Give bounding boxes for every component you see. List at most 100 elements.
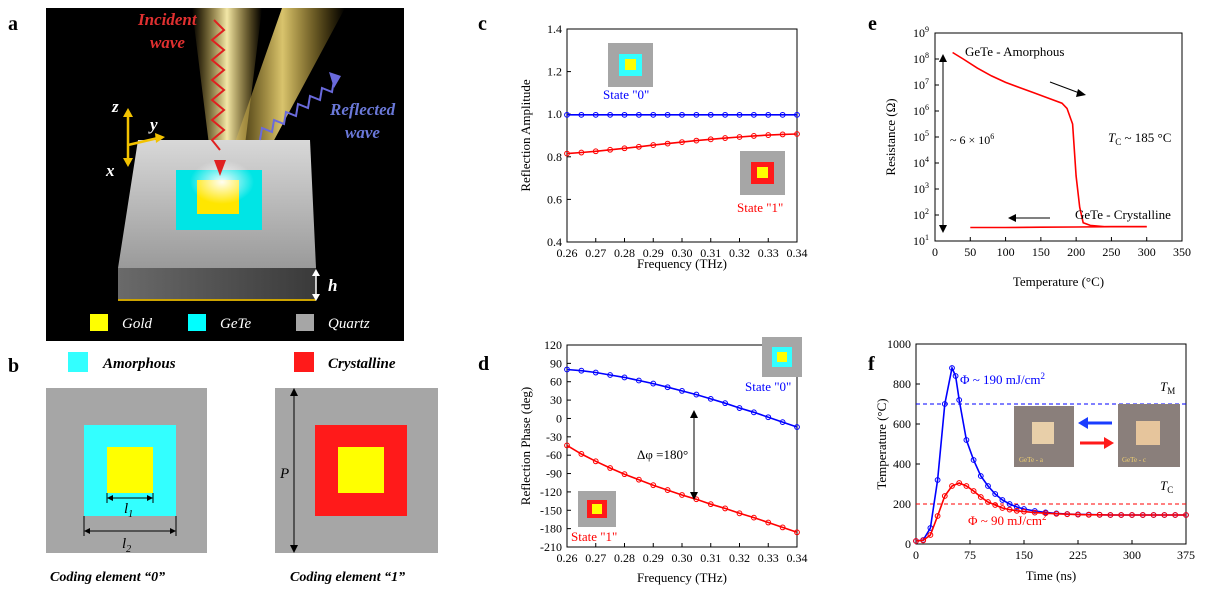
x-tick-label-e: 100 <box>997 245 1015 259</box>
reflected-label-line2: wave <box>345 123 380 142</box>
data-point-f-1 <box>1096 511 1103 518</box>
y-tick-label-c: 1.2 <box>547 65 562 79</box>
data-point-d-0 <box>750 409 757 416</box>
data-point-f-0 <box>941 401 948 407</box>
photo-a-caption: GeTe - a <box>1019 456 1044 464</box>
y-tick-label-d: -150 <box>540 503 562 517</box>
data-point-d-1 <box>650 482 657 489</box>
data-point-f-1 <box>977 494 984 500</box>
thickness-arrowhead-top <box>312 269 320 276</box>
x-tick-label-f: 75 <box>964 548 976 562</box>
tm-letter: T <box>1160 379 1168 394</box>
data-point-d-1 <box>621 471 628 478</box>
panel-a: a Incident wave Reflected wave z y x <box>8 8 404 341</box>
data-point-d-1 <box>578 451 585 457</box>
period-arrowhead-bottom <box>290 545 298 553</box>
data-point-d-0 <box>578 367 585 374</box>
tc-e-value: ~ 185 °C <box>1121 130 1171 145</box>
axes-f: 0 75 150 225 300 375 0 200 400 600 800 1000 Time (ns… <box>874 337 1195 583</box>
data-point-f-1 <box>1107 512 1114 518</box>
data-point-d-0 <box>621 374 628 381</box>
y-tick-label-e: 107 <box>913 77 929 92</box>
data-point-f-0 <box>1013 504 1020 510</box>
label-phi-low: Φ ~ 90 mJ/cm2 <box>968 512 1046 528</box>
data-point-c-1 <box>707 136 714 143</box>
x-axis-label-f: Time (ns) <box>1026 568 1076 583</box>
y-tick-base-e: 10 <box>913 130 925 144</box>
data-point-c-1 <box>779 131 786 138</box>
y-axis-label: y <box>148 115 158 134</box>
x-tick-label-f: 300 <box>1123 548 1141 562</box>
inset-photo-amorphous: GeTe - a <box>1014 406 1074 467</box>
incident-label-line2: wave <box>150 33 185 52</box>
inset-d-state1: State "1" <box>571 491 617 544</box>
data-point-f-0 <box>934 477 941 483</box>
label-phi-high: Φ ~ 190 mJ/cm2 <box>960 371 1045 387</box>
cooling-direction-arrowhead <box>1008 214 1016 222</box>
y-tick-label-d: -180 <box>540 522 562 536</box>
x-tick-label-d: 0.29 <box>643 551 664 565</box>
y-tick-base-e: 10 <box>913 156 925 170</box>
data-point-c-0 <box>693 111 700 118</box>
data-point-f-1 <box>1129 512 1135 518</box>
data-point-d-1 <box>722 505 729 512</box>
period-arrowhead-top <box>290 388 298 396</box>
inset-c1-gold <box>757 167 768 178</box>
inset-photo-crystalline: GeTe - c <box>1118 404 1180 467</box>
phase-difference-arrowhead-bottom <box>690 492 698 500</box>
panel-letter-f: f <box>868 353 875 375</box>
l2-label: l2 <box>122 536 131 555</box>
tc-e-subscript: C <box>1115 137 1121 147</box>
data-point-c-1 <box>564 150 570 157</box>
data-point-f-1 <box>1006 506 1013 513</box>
data-point-d-1 <box>607 465 614 471</box>
z-axis-arrowhead <box>123 108 133 117</box>
data-point-d-0 <box>722 400 729 407</box>
data-point-f-1 <box>1118 512 1125 518</box>
data-point-d-1 <box>679 492 685 498</box>
crystallization-arrowhead <box>1104 437 1114 449</box>
data-point-f-1 <box>1172 512 1179 518</box>
phase-difference-label: Δφ =180° <box>637 447 688 462</box>
x-tick-label-d: 0.28 <box>614 551 635 565</box>
data-point-c-0 <box>578 111 585 118</box>
x-tick-label-e: 300 <box>1138 245 1156 259</box>
l2-arrowhead-left <box>84 528 90 534</box>
legend-label-gete: GeTe <box>220 316 251 332</box>
x-tick-label-f: 0 <box>913 548 919 562</box>
data-point-d-1 <box>765 519 772 526</box>
series-line-e-1 <box>970 225 1147 229</box>
data-point-f-1 <box>1150 512 1157 518</box>
reflected-wave-line <box>259 79 335 141</box>
x-axis-label: x <box>105 161 115 180</box>
data-point-f-1 <box>913 538 919 544</box>
x-axis-arrowhead <box>123 158 133 167</box>
data-point-c-1 <box>664 140 671 147</box>
coding-element-1-gold <box>338 447 384 493</box>
inset-c0-label: State "0" <box>603 87 649 102</box>
data-point-f-0 <box>977 473 984 479</box>
photo-a-sample <box>1032 422 1054 444</box>
x-tick-label-d: 0.32 <box>729 551 750 565</box>
l1-letter: l <box>124 501 128 517</box>
x-tick-label-f: 225 <box>1069 548 1087 562</box>
legend-label-gold: Gold <box>122 316 153 332</box>
data-point-c-0 <box>564 111 570 118</box>
photo-c-sample <box>1136 421 1160 445</box>
y-axis-label-c: Reflection Amplitude <box>518 79 533 192</box>
x-tick-label-d: 0.34 <box>787 551 808 565</box>
y-tick-label-c: 1.4 <box>547 22 562 36</box>
y-tick-exponent-e: 6 <box>925 103 929 112</box>
y-tick-label-f: 200 <box>893 497 911 511</box>
y-tick-exponent-e: 9 <box>925 25 929 34</box>
phi-high-sup: 2 <box>1040 371 1045 381</box>
y-axis-arrow <box>127 136 159 147</box>
panel-letter-c: c <box>478 13 487 35</box>
panel-b: b Amorphous Crystalline l1 l2 Coding ele… <box>8 352 438 585</box>
y-tick-exponent-e: 8 <box>925 51 929 60</box>
panel-letter-a: a <box>8 13 18 35</box>
data-point-d-1 <box>779 524 786 531</box>
data-point-c-0 <box>607 111 614 118</box>
label-amorphous: GeTe - Amorphous <box>965 44 1064 59</box>
data-point-d-1 <box>794 529 800 536</box>
